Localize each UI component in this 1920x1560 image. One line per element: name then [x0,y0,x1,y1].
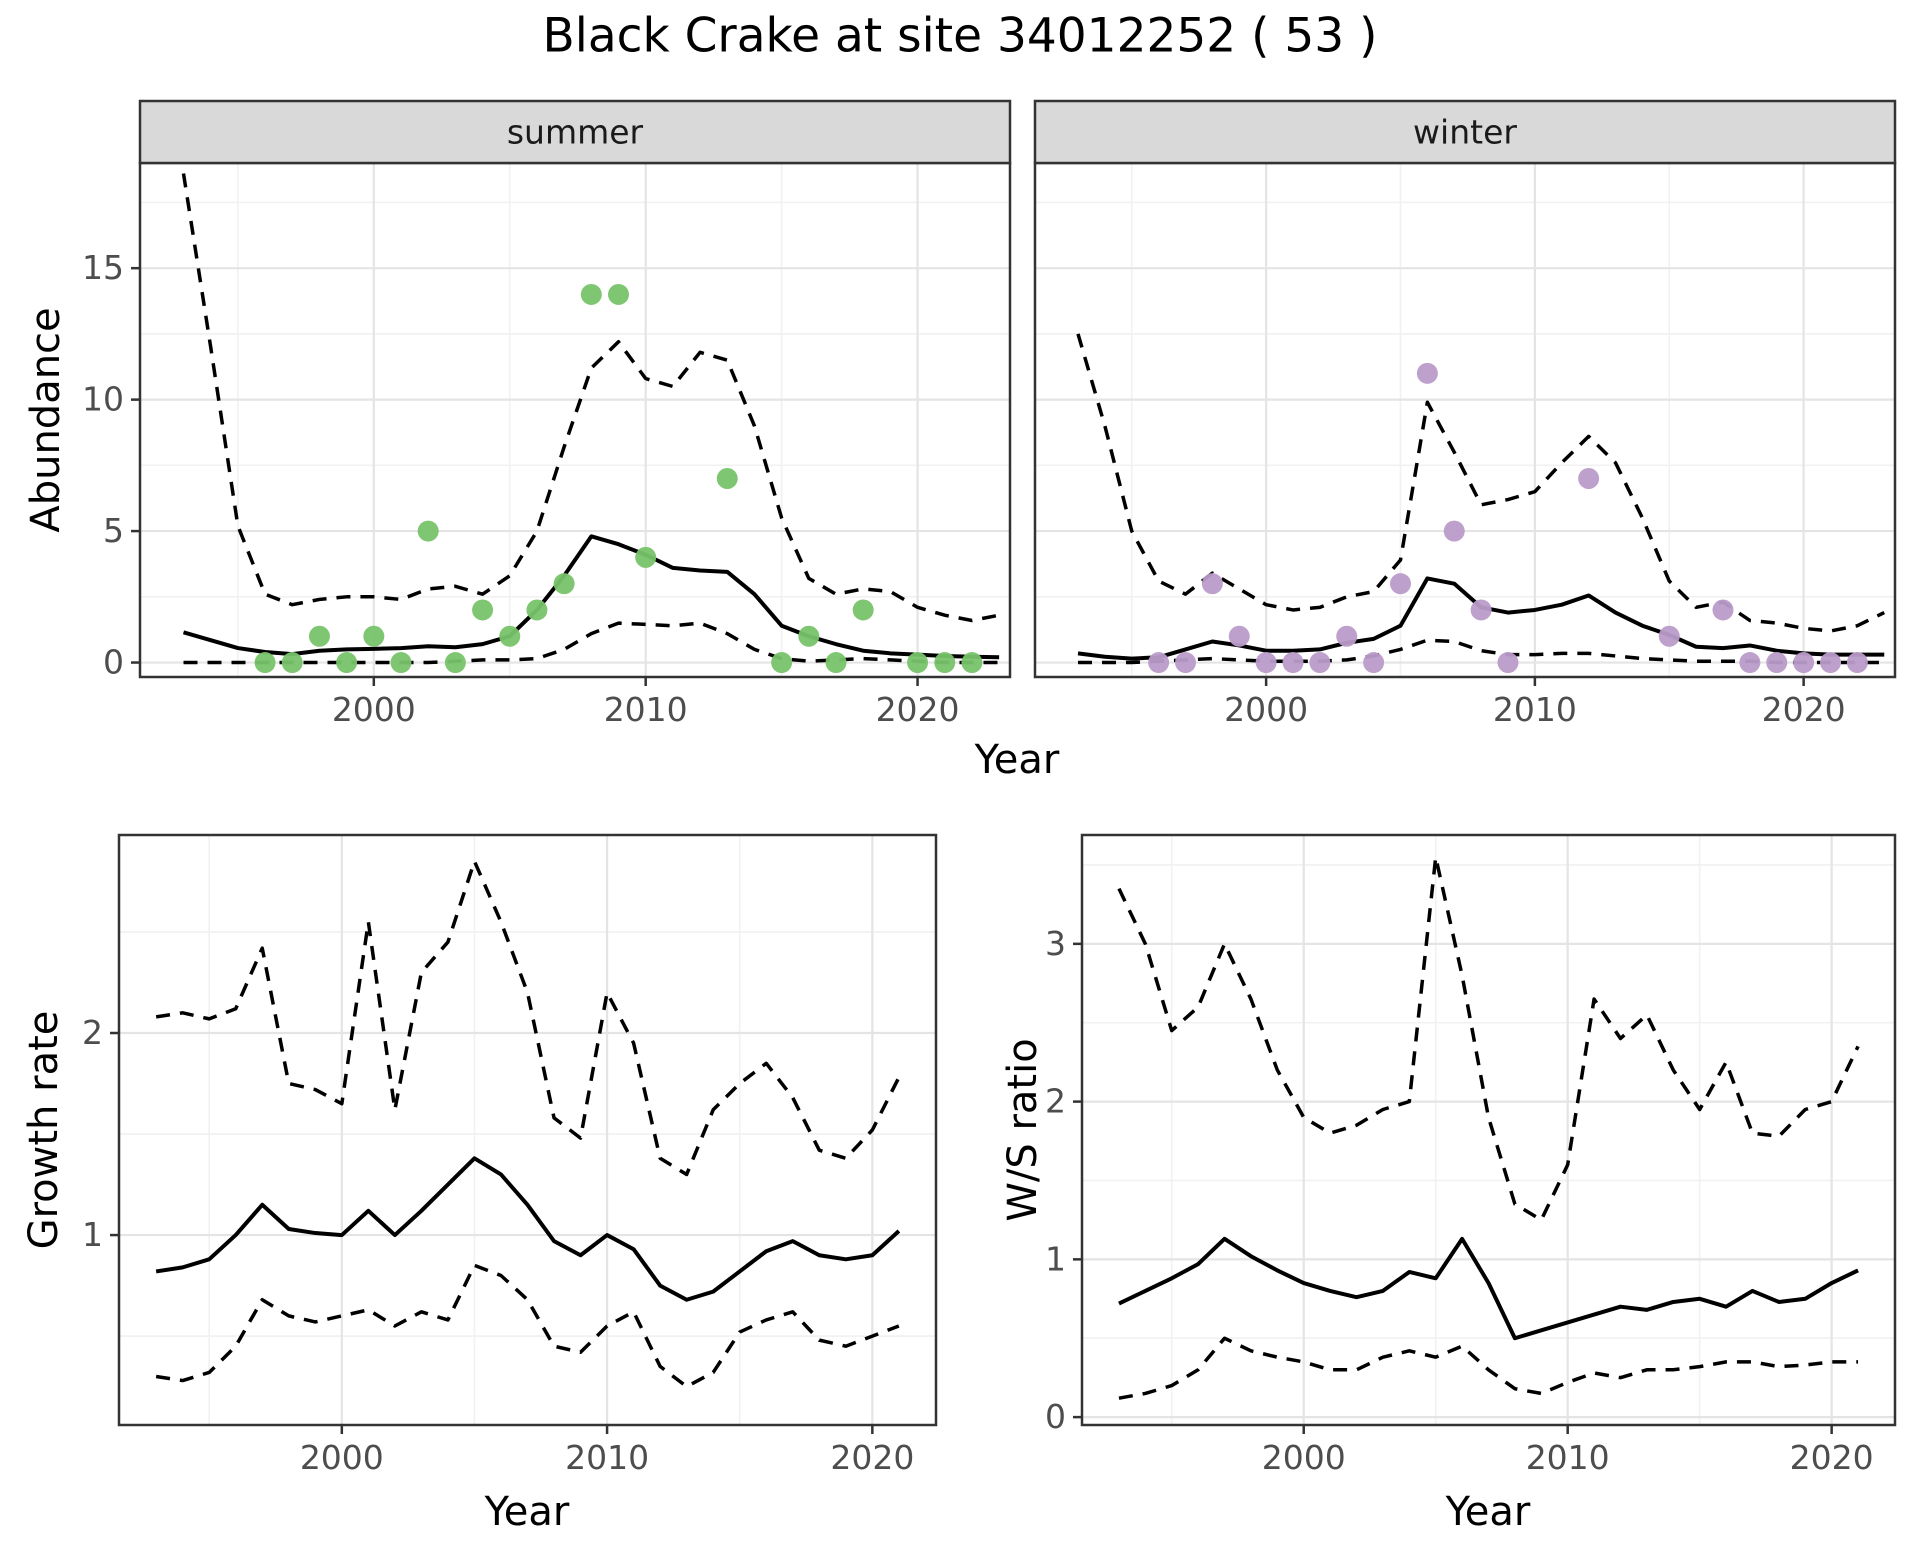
observation-point [1497,652,1519,674]
y-tick-label: 0 [1045,1397,1066,1436]
y-axis-title-growth-rate: Growth rate [21,1010,67,1250]
y-tick-label: 1 [1045,1239,1066,1278]
facet-label-winter: winter [1413,112,1517,152]
y-tick-label: 15 [82,248,124,287]
observation-point [1363,652,1385,674]
y-tick-label: 2 [82,1013,103,1052]
observation-point [526,599,548,621]
ws-ratio-mean-line [1118,1236,1859,1341]
x-tick-label: 2000 [1224,690,1308,729]
observation-point [771,652,793,674]
observation-point [934,652,956,674]
abundance-summer-lower_ci-line [183,621,1000,665]
observation-point [1390,573,1411,595]
ws-ratio-upper_ci-line [1117,855,1860,1222]
observation-point [472,599,494,621]
observation-point [798,625,820,647]
observation-point [417,520,439,542]
observation-point [1578,467,1600,489]
ws-ratio-border [1080,833,1897,1427]
growth-rate-mean-line [155,1156,901,1302]
x-tick-label: 2020 [1762,690,1846,729]
observation-point [1766,652,1788,674]
x-tick-label: 2010 [1493,690,1577,729]
y-tick-label: 5 [103,511,124,550]
observation-point [1148,652,1170,674]
observation-point [390,652,412,674]
observation-point [961,652,983,674]
observation-point [254,652,276,674]
x-tick-label: 2020 [830,1438,914,1477]
observation-point [1416,362,1438,384]
x-tick-label: 2010 [565,1438,649,1477]
observation-point [1443,520,1465,542]
y-tick-label: 1 [82,1215,103,1254]
observation-point [336,652,358,674]
observation-point [907,652,929,674]
facet-label-summer: summer [506,112,644,152]
x-tick-label: 2010 [604,690,688,729]
observation-point [281,652,303,674]
abundance-summer-upper_ci-line [181,173,1000,623]
growth-rate-border [117,833,938,1427]
observation-point [1336,625,1358,647]
x-tick-label: 2000 [300,1438,384,1477]
observation-point [444,652,466,674]
x-tick-label: 2000 [1262,1438,1346,1477]
abundance-summer-panel [140,163,1010,677]
observation-point [1175,652,1196,674]
x-tick-label: 2020 [1790,1438,1874,1477]
x-axis-title-year-bottom-left: Year [484,1489,570,1535]
observation-point [1201,573,1223,595]
y-axis-title-ws-ratio: W/S ratio [1000,1038,1046,1222]
abundance-winter-upper_ci-line [1076,333,1886,633]
observation-point [635,546,657,568]
observation-point [1793,652,1815,674]
ws-ratio-lower_ci-line [1118,1336,1859,1400]
y-axis-title-abundance: Abundance [23,307,69,533]
observation-point [1228,625,1250,647]
observation-point [716,467,738,489]
observation-point [1309,652,1331,674]
x-tick-label: 2000 [332,690,416,729]
abundance-summer-strip [138,99,1012,165]
observation-point [608,283,629,305]
abundance-winter-strip [1033,99,1897,165]
observation-point [499,625,521,647]
x-tick-label: 2020 [876,690,960,729]
growth-rate-panel [119,835,936,1425]
observation-point [1255,652,1277,674]
growth-rate-upper_ci-line [155,859,901,1177]
observation-point [1739,652,1761,674]
ws-ratio-panel [1082,835,1895,1425]
observation-point [1846,652,1868,674]
observation-point [363,625,385,647]
x-axis-title-year-top: Year [974,737,1060,783]
observation-point [1470,599,1492,621]
observation-point [308,625,330,647]
abundance-summer-mean-line [182,534,1000,660]
observation-point [553,573,575,595]
chart-title: Black Crake at site 34012252 ( 53 ) [542,8,1378,64]
abundance-winter-panel [1035,163,1895,677]
observation-point [1658,625,1680,647]
observation-point [852,599,874,621]
observation-point [825,652,847,674]
observation-point [580,283,602,305]
y-tick-label: 10 [82,380,124,419]
x-tick-label: 2010 [1526,1438,1610,1477]
y-tick-label: 2 [1045,1082,1066,1121]
x-axis-title-year-bottom-right: Year [1445,1489,1531,1535]
observation-point [1712,599,1734,621]
y-tick-label: 3 [1045,924,1066,963]
y-tick-label: 0 [103,643,124,682]
observation-point [1820,652,1841,674]
observation-point [1282,652,1304,674]
